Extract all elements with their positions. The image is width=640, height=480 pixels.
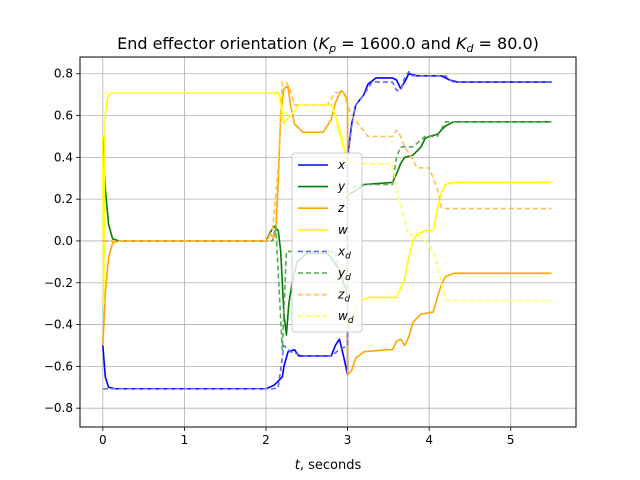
y-tick-label: 0.8 [54,67,73,81]
y-tick-label: −0.4 [44,318,73,332]
x-tick-label: 0 [99,433,107,447]
y-tick-label: 0.0 [54,234,73,248]
chart-title: End effector orientation (Kp = 1600.0 an… [117,34,539,55]
series-line-w-d [102,92,552,302]
y-tick-label: 0.4 [54,150,73,164]
x-tick-label: 5 [507,433,515,447]
legend-entry-label: x [337,158,346,172]
x-tick-label: 2 [262,433,270,447]
legend-entry-label: wd [338,309,354,326]
legend-box [291,152,363,333]
legend-entry-label: yd [337,266,351,283]
legend-entry-label: w [338,223,348,237]
y-tick-label: −0.6 [44,359,73,373]
x-tick-label: 4 [425,433,433,447]
legend-entry-label: zd [337,288,350,305]
series-line-z [102,85,552,376]
axes-frame [79,56,577,428]
x-tick-label: 3 [344,433,352,447]
ticks: 0 1 2 3 4 5 −0.8 −0.6 −0.4 −0.2 0.0 0.2 0.4 0.6 0.8 [44,67,515,447]
y-tick-label: −0.8 [44,401,73,415]
legend-entry-label: z [337,201,345,215]
legend-entry-label: y [337,180,346,194]
y-tick-label: 0.2 [54,192,73,206]
y-tick-label: 0.6 [54,109,73,123]
legend-entry-label: xd [337,244,351,261]
x-axis-label: t, seconds [295,458,362,473]
series-line-x-d [102,70,552,390]
series-line-z-d [102,81,552,242]
x-tick-label: 1 [181,433,189,447]
y-tick-label: −0.2 [44,276,73,290]
